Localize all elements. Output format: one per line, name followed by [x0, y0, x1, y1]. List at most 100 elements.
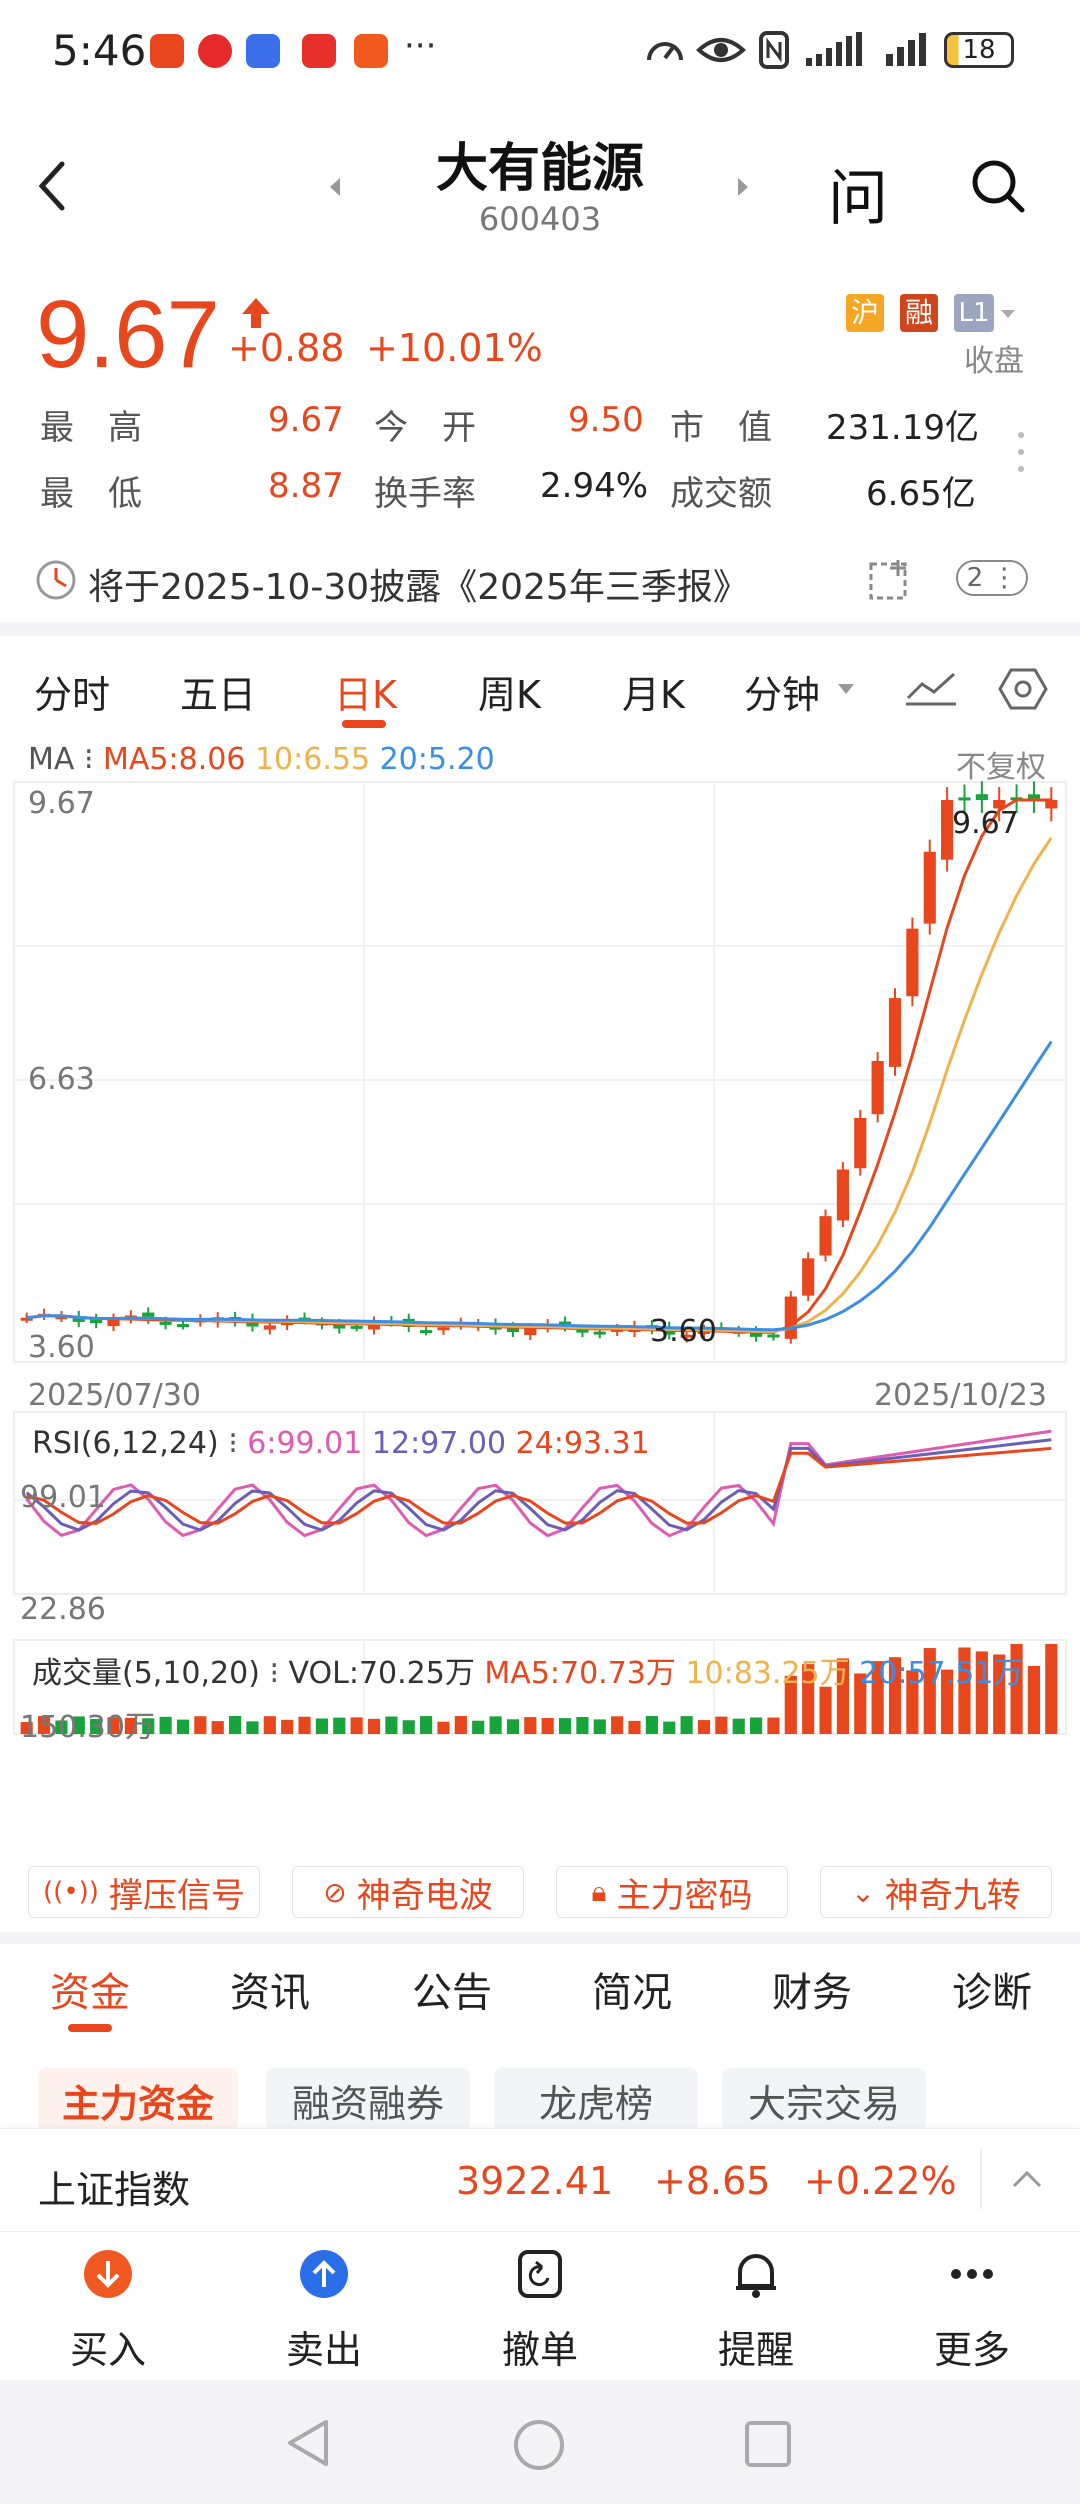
tab-announcements[interactable]: 公告: [412, 1970, 492, 2016]
tab-daily-k[interactable]: 日K: [334, 673, 397, 717]
volume-bar: [888, 1657, 902, 1734]
volume-bar: [975, 1651, 988, 1734]
alert-button[interactable]: 提醒: [648, 2248, 864, 2374]
amount-label: 成交额: [670, 474, 772, 514]
divider: [0, 622, 1080, 636]
magic-wave-button[interactable]: ⊘ 神奇电波: [292, 1866, 524, 1918]
volume-bar: [680, 1716, 693, 1734]
rsi-legend[interactable]: RSI(6,12,24) ⁝ 6:99.01 12:97.00 24:93.31: [32, 1426, 650, 1461]
cancel-order-icon: [518, 2250, 562, 2298]
pingan-bank-app-icon: [354, 34, 388, 68]
candle: [1027, 794, 1041, 800]
tab-profile[interactable]: 简况: [592, 1970, 672, 2016]
volume-bar: [715, 1716, 728, 1734]
subtab-block-trade[interactable]: 大宗交易: [722, 2068, 926, 2132]
volume-legend[interactable]: 成交量(5,10,20) ⁝ VOL:70.25万 MA5:70.73万 10:…: [32, 1656, 1024, 1691]
settings-icon[interactable]: [998, 664, 1048, 714]
divider: [0, 1932, 1080, 1944]
magic-nine-button[interactable]: ⌄ 神奇九转: [820, 1866, 1052, 1918]
low-label: 最 低: [40, 474, 142, 514]
nav-recents-icon[interactable]: [744, 2420, 792, 2468]
candle: [107, 1318, 120, 1327]
volume-bar: [350, 1717, 363, 1734]
next-stock-icon[interactable]: [736, 176, 750, 198]
volume-bar: [854, 1673, 867, 1734]
mktcap-label: 市 值: [670, 408, 772, 448]
candle: [750, 1331, 763, 1337]
candle: [350, 1325, 363, 1329]
kline-chart[interactable]: [0, 780, 1080, 1740]
signal-icon: ((•)): [43, 1877, 99, 1907]
add-calendar-icon[interactable]: [868, 556, 916, 602]
high-label: 最 高: [40, 408, 142, 448]
volume-bar: [697, 1720, 711, 1734]
search-icon[interactable]: [970, 158, 1026, 214]
tab-news[interactable]: 资讯: [230, 1970, 310, 2016]
ma-legend[interactable]: MA ⁝ MA5:8.06 10:6.55 20:5.20: [28, 742, 495, 777]
y-axis-top: 9.67: [28, 786, 95, 821]
tab-financials[interactable]: 财务: [772, 1970, 852, 2016]
tab-five-day[interactable]: 五日: [180, 673, 257, 717]
ask-button[interactable]: 问: [828, 164, 888, 234]
volume-bar: [437, 1721, 450, 1734]
nav-back-icon[interactable]: [284, 2418, 332, 2468]
candle: [836, 1169, 849, 1221]
index-change: +8.65: [654, 2159, 771, 2203]
candle: [819, 1216, 832, 1256]
cancel-order-button[interactable]: 撤单: [432, 2248, 648, 2374]
buy-button[interactable]: 买入: [0, 2248, 216, 2374]
volume-bar: [90, 1719, 103, 1734]
notice-count-badge[interactable]: 2 ⋮: [956, 560, 1028, 596]
y-axis-mid: 6.63: [28, 1062, 95, 1097]
tab-funds[interactable]: 资金: [50, 1970, 130, 2016]
volume-bar: [836, 1658, 849, 1734]
candle: [784, 1296, 797, 1339]
system-nav-bar: [0, 2380, 1080, 2504]
more-vertical-icon[interactable]: [1016, 430, 1026, 474]
earnings-notice[interactable]: 将于2025-10-30披露《2025年三季报》 2 ⋮: [0, 540, 1080, 620]
active-tab-indicator: [68, 2024, 112, 2032]
stock-name: 大有能源: [435, 139, 644, 199]
tab-minute[interactable]: 分钟: [744, 673, 821, 717]
tab-weekly-k[interactable]: 周K: [478, 673, 541, 717]
nav-home-icon[interactable]: [512, 2418, 566, 2472]
candle: [263, 1325, 276, 1330]
sell-icon: [300, 2250, 348, 2298]
volume-bar: [107, 1717, 120, 1734]
volume-bar: [333, 1717, 346, 1734]
signal-icon: [886, 33, 926, 66]
current-price: 9.67: [36, 281, 220, 388]
back-icon[interactable]: [36, 160, 66, 212]
chart-indicator-icon[interactable]: [904, 668, 958, 708]
ma5-value: MA5:8.06: [103, 742, 246, 777]
volume-bar: [819, 1686, 832, 1734]
tab-diagnosis[interactable]: 诊断: [952, 1970, 1032, 2016]
candle: [524, 1328, 537, 1336]
vol-ma20: 20:57.51万: [859, 1656, 1024, 1691]
status-time: 5:46: [52, 26, 147, 75]
index-ticker-bar[interactable]: 上证指数 3922.41 +8.65 +0.22%: [0, 2128, 1080, 2232]
candle: [593, 1331, 606, 1335]
speed-icon: [647, 42, 683, 61]
volume-bar: [941, 1669, 954, 1734]
tab-intraday[interactable]: 分时: [34, 673, 111, 717]
sell-button[interactable]: 卖出: [216, 2248, 432, 2374]
subtab-margin-trading[interactable]: 融资融券: [266, 2068, 470, 2132]
main-force-code-button[interactable]: 🔒︎ 主力密码: [556, 1866, 788, 1918]
candle: [90, 1318, 103, 1324]
tab-monthly-k[interactable]: 月K: [622, 673, 685, 717]
adjust-mode[interactable]: 不复权: [956, 750, 1046, 785]
support-resistance-button[interactable]: ((•)) 撑压信号: [28, 1866, 260, 1918]
candle: [680, 1334, 693, 1338]
active-tab-indicator: [342, 720, 386, 728]
chevron-up-icon[interactable]: [1012, 2169, 1042, 2189]
more-notifications-icon: ···: [404, 26, 437, 66]
candle: [20, 1317, 33, 1321]
level-badge[interactable]: L1: [954, 294, 994, 332]
subtab-main-funds[interactable]: 主力资金: [38, 2068, 238, 2132]
subtab-dragon-tiger[interactable]: 龙虎榜: [494, 2068, 698, 2132]
prev-stock-icon[interactable]: [328, 176, 342, 198]
more-button[interactable]: 更多: [864, 2248, 1080, 2374]
candle: [871, 1061, 884, 1115]
date-end: 2025/10/23: [874, 1378, 1047, 1413]
